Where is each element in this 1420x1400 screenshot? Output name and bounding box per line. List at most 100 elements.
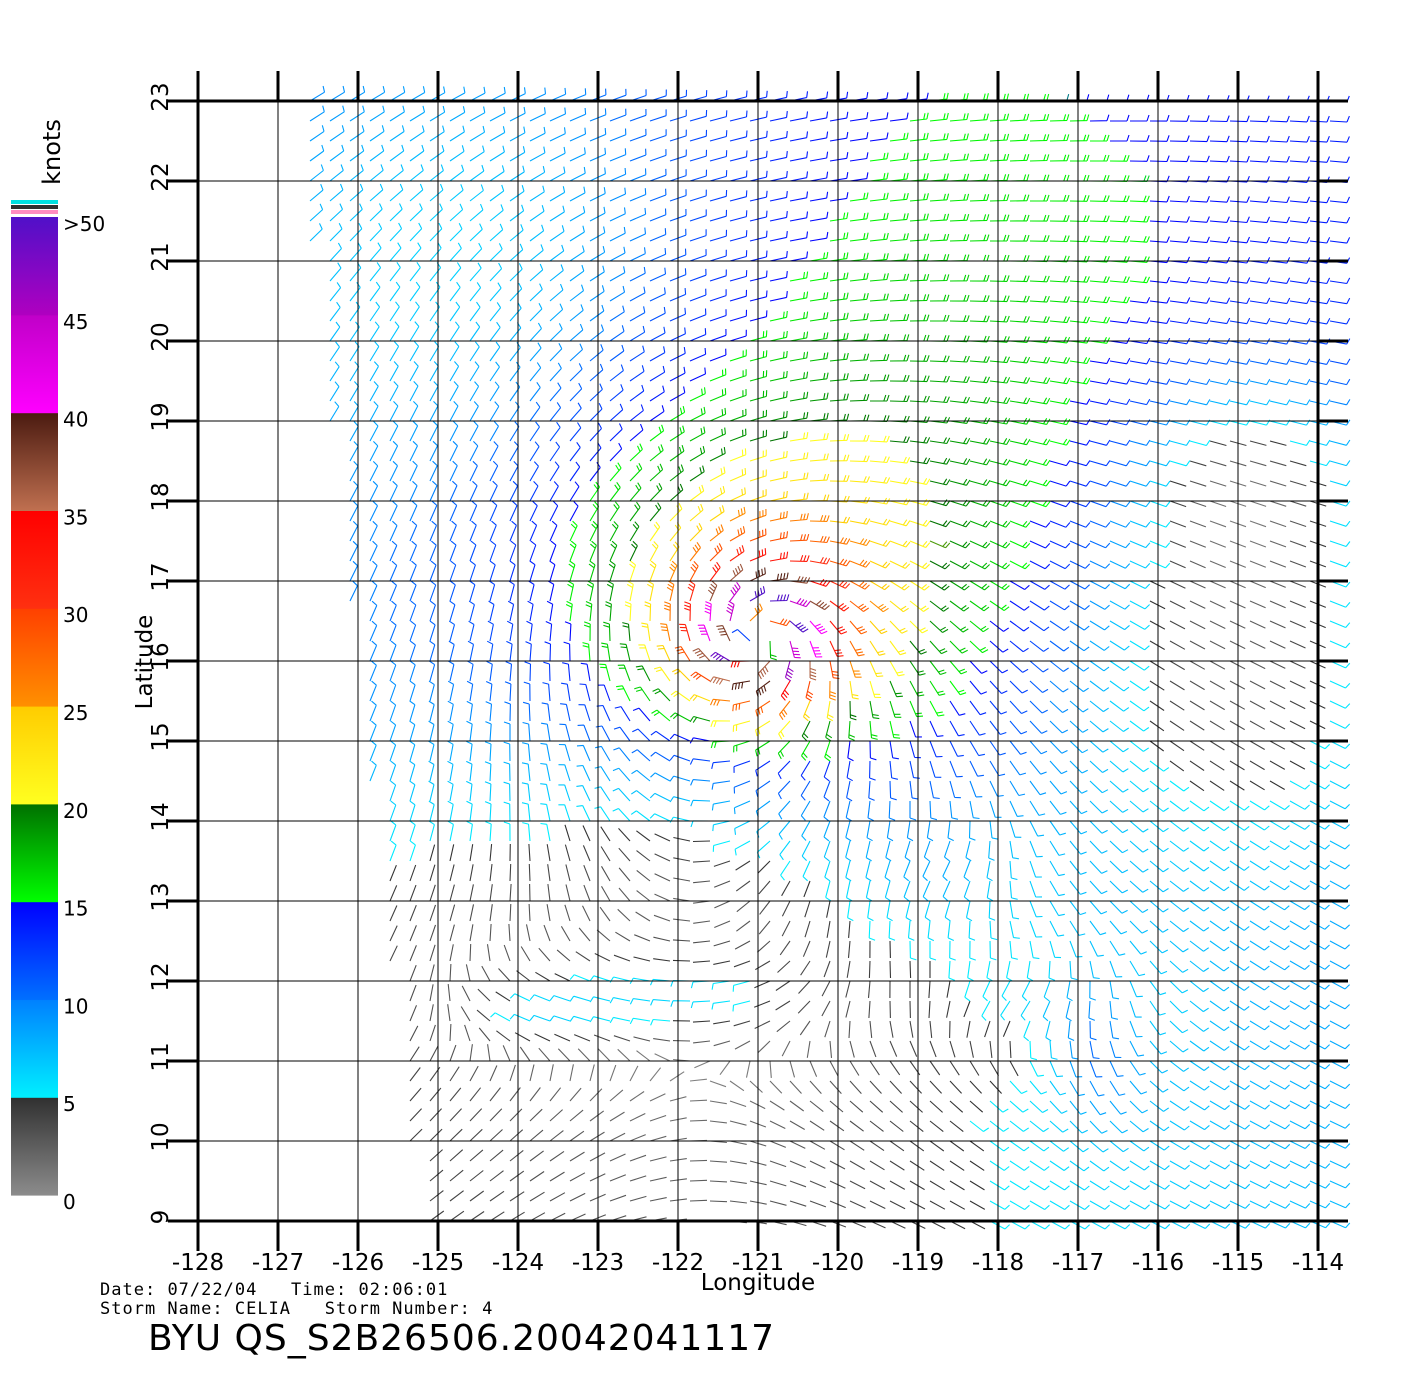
wind-barb-group [469,640,1266,1203]
wind-barb-group [689,523,703,542]
colorbar-band [11,314,58,414]
wind-barb-group [729,95,1330,760]
wind-barb-group [789,492,809,502]
wind-barb-group [729,94,1190,342]
wind-barb-group [449,720,1205,1222]
wind-barb-group [428,600,1351,1230]
wind-barb-group [809,515,830,522]
wind-barb-group [1069,95,1311,446]
wind-barb-group [629,480,1267,1108]
wind-barb-group [529,398,1131,742]
x-axis-label: Longitude [701,1270,815,1296]
y-tick-label: 23 [148,82,174,111]
colorbar-tick-label: >50 [63,212,105,236]
wind-barb-group [582,154,1130,662]
wind-barb-group [674,528,767,662]
storm-name-label: Storm Name: [100,1299,224,1319]
wind-barb-group [409,540,1006,777]
wind-barb-group [709,411,951,465]
wind-barb-group [528,151,1351,632]
wind-barb-group [409,680,1286,1208]
wind-barb-group [749,586,809,633]
colorbar-tick-label: 25 [63,701,88,725]
wind-barb-group [889,600,909,613]
wind-barb-group [568,173,1090,582]
wind-barb-group [789,235,1070,591]
wind-barb-group [869,193,1070,243]
wind-barb-group [969,356,1011,466]
wind-barb-group [809,600,830,611]
wind-barb-group [869,476,891,484]
wind-barb-group [509,893,833,1082]
wind-barb-group [849,353,970,383]
wind-barb-group [609,133,1130,482]
colorbar-band [11,510,58,609]
wind-barb-group [809,640,823,658]
wind-barb-group [329,85,1351,1060]
wind-barb-group [638,644,651,662]
wind-barb-group [949,315,1011,364]
wind-barb-group [629,254,1051,760]
colorbar-band [11,706,58,805]
wind-barb-group [309,144,1270,1134]
wind-barb-group [729,545,745,562]
wind-barb-group [684,601,691,622]
wind-barb-group [829,516,851,524]
wind-barb-group [466,362,711,786]
wind-barb-group [809,453,911,656]
wind-barb-group [606,464,684,602]
wind-barb-group [529,107,1119,1042]
wind-barb-group [609,520,1266,1163]
wind-barb-group [389,265,1110,842]
wind-barb-group [409,600,1306,1228]
wind-barb-group [369,125,1290,1070]
wind-barb-group [349,203,1251,1229]
colorbar-tick-label: 35 [63,505,88,529]
wind-barb-group [389,844,983,1152]
wind-barb-group [613,109,1028,742]
wind-barb-group [809,95,1271,365]
wind-barb-group [690,671,711,682]
wind-barb-group [409,520,1306,1222]
wind-barb-group [609,94,1230,462]
wind-barb-group [909,314,930,322]
wind-barb-group [349,207,1069,776]
wind-barb-group [989,376,1011,384]
wind-barb-group [769,572,789,582]
wind-barb-group [969,1040,1038,1132]
wind-barb-group [801,412,829,741]
wind-barb-group [389,128,731,790]
wind-barb-group [849,580,870,590]
wind-barb-group [409,86,426,742]
x-tick-label: -124 [492,1250,544,1276]
wind-barb-group [409,480,1307,1227]
time-value: 02:06:01 [358,1280,449,1300]
wind-barb-group [869,560,891,569]
x-tick-label: -119 [892,1250,944,1276]
wind-barb-group [549,358,1191,779]
wind-barb-group [329,164,1291,1229]
wind-barb-group [929,680,946,696]
map-grid [197,100,1319,1222]
wind-barb-group [486,306,1131,662]
wind-barb-group [448,399,1171,662]
colorbar-tick-label: 20 [63,799,88,823]
wind-barb-group [969,540,991,549]
wind-barb-group [769,1080,783,1094]
wind-barb-group [1169,237,1351,325]
wind-barb-group [549,95,1351,522]
wind-barb-group [829,580,851,589]
wind-barb-group [869,600,889,613]
wind-barb-group [369,247,646,622]
wind-barb-group [756,820,1270,1191]
wind-barb-group [585,293,1031,622]
wind-barb-group [629,1134,747,1145]
wind-barb-group [769,375,991,507]
wind-barb-group [546,560,1327,1094]
wind-barb-group [909,540,931,549]
wind-barb-group [349,184,1231,1210]
wind-barb-group [369,165,1291,1189]
colorbar-legend: knots >50 45 40 35 30 25 20 15 10 5 0 [11,119,105,1214]
wind-barb-group [409,884,941,1222]
wind-barb-group [409,800,1169,1210]
